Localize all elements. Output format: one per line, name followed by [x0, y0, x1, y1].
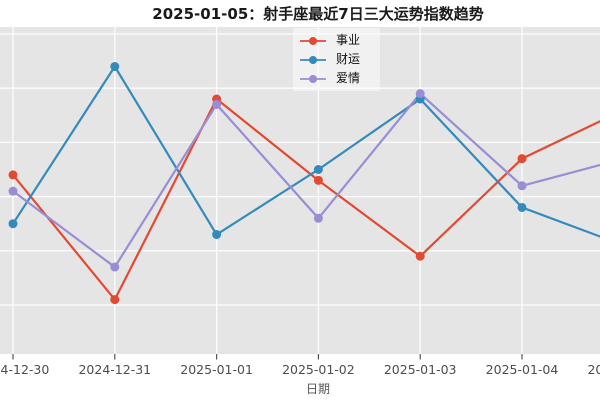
data-point-career	[517, 154, 527, 164]
x-axis-label: 日期	[306, 382, 330, 396]
x-tick-label: 2025-01-01	[180, 362, 253, 377]
x-tick-label: 2025-01-04	[486, 362, 559, 377]
data-point-love	[415, 89, 425, 99]
data-point-love	[212, 99, 222, 109]
legend-marker-career	[300, 36, 326, 45]
data-point-wealth	[313, 165, 323, 174]
data-point-wealth	[8, 219, 18, 229]
plot-background	[0, 27, 600, 354]
legend-marker-love	[300, 74, 326, 83]
data-point-wealth	[212, 230, 222, 240]
legend: 事业 财运 爱情	[293, 28, 381, 91]
legend-label: 事业	[336, 33, 361, 47]
data-point-love	[313, 213, 323, 223]
data-point-career	[110, 295, 120, 305]
legend-item-wealth: 财运	[299, 50, 360, 69]
legend-label: 财运	[336, 52, 361, 66]
data-point-love	[517, 181, 527, 191]
chart-title: 2025-01-05：射手座最近7日三大运势指数趋势	[152, 5, 484, 23]
x-tick-label: 2024-12-31	[78, 362, 151, 377]
data-point-career	[415, 251, 425, 261]
legend-item-career: 事业	[299, 31, 360, 50]
legend-marker-wealth	[300, 55, 326, 64]
x-tick-label: 2025-01-05	[587, 362, 600, 377]
data-point-career	[313, 175, 323, 185]
data-point-love	[8, 186, 18, 196]
data-point-wealth	[517, 202, 527, 212]
series-group	[8, 62, 600, 305]
data-point-love	[110, 262, 120, 272]
legend-item-love: 爱情	[299, 69, 360, 88]
x-tick-label: 2025-01-02	[282, 362, 355, 377]
x-tick-label: 2024-12-30	[0, 362, 49, 377]
x-tick-label: 2025-01-03	[384, 362, 457, 377]
data-point-wealth	[110, 62, 120, 72]
legend-label: 爱情	[336, 71, 361, 85]
data-point-career	[8, 170, 18, 180]
